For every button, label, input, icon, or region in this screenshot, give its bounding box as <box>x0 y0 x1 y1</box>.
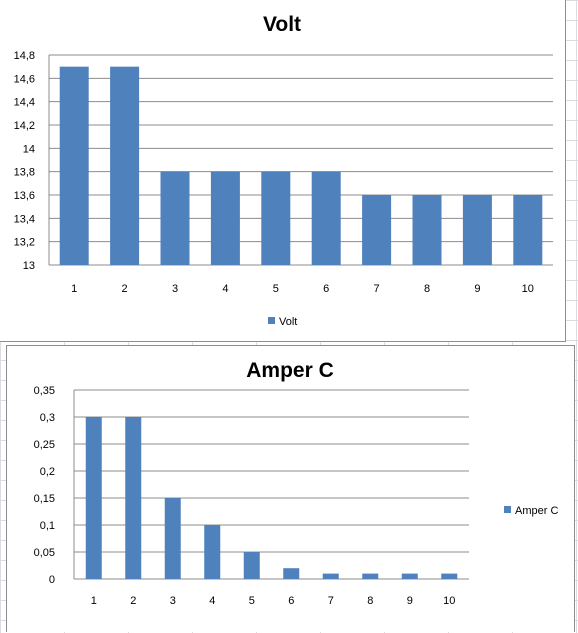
y-tick-label: 0,2 <box>40 466 55 478</box>
y-tick-label: 13,4 <box>14 213 35 225</box>
x-tick-label: 1 <box>91 595 97 607</box>
x-tick-label: 5 <box>249 595 255 607</box>
x-tick-label: 6 <box>323 283 329 295</box>
bar <box>462 195 492 265</box>
legend-swatch <box>504 506 511 513</box>
y-tick-label: 13,6 <box>14 190 35 202</box>
bar <box>322 573 339 579</box>
y-tick-label: 13,2 <box>14 237 35 249</box>
y-tick-label: 0,25 <box>34 439 55 451</box>
y-tick-label: 0,3 <box>40 412 55 424</box>
legend-label: Volt <box>279 316 297 328</box>
bar <box>160 171 190 265</box>
y-tick-label: 14,2 <box>14 120 35 132</box>
y-tick-label: 0,15 <box>34 493 55 505</box>
bar <box>441 573 458 579</box>
x-tick-label: 8 <box>424 283 430 295</box>
y-tick-label: 13,8 <box>14 167 35 179</box>
x-tick-label: 2 <box>122 283 128 295</box>
bar <box>164 498 181 579</box>
bar <box>261 171 291 265</box>
bar <box>362 573 379 579</box>
x-tick-label: 7 <box>374 283 380 295</box>
bar <box>204 525 221 579</box>
amper-chart: Amper C 0 0,05 0,1 0,15 0,2 0,25 0,3 0,35 1 2 3 4 5… <box>34 359 559 607</box>
legend-swatch <box>268 317 275 324</box>
x-tick-label: 5 <box>273 283 279 295</box>
x-tick-label: 7 <box>328 595 334 607</box>
chart-title: Volt <box>263 13 301 36</box>
x-tick-label: 9 <box>474 283 480 295</box>
x-tick-label: 9 <box>407 595 413 607</box>
legend[interactable]: Amper C <box>504 505 558 517</box>
y-tick-label: 13 <box>23 260 35 272</box>
y-tick-label: 14,6 <box>14 73 35 85</box>
volt-chart-panel[interactable]: Volt 13 13,2 13,4 13,6 13,8 14 14,2 14,4 14,6 14,… <box>0 0 566 342</box>
bar <box>243 552 260 579</box>
y-tick-label: 0,1 <box>40 520 55 532</box>
y-tick-label: 14 <box>23 143 35 155</box>
y-tick-label: 0,05 <box>34 547 55 559</box>
bar <box>311 171 341 265</box>
bar <box>59 66 89 266</box>
legend[interactable]: Volt <box>268 316 297 328</box>
bar <box>125 417 142 579</box>
volt-chart: Volt 1313,213,413,613,81414,214,414,614,… <box>14 13 553 328</box>
bar <box>283 568 300 579</box>
legend-label: Amper C <box>515 505 558 517</box>
bar <box>513 195 543 265</box>
bar <box>210 171 240 265</box>
y-tick-label: 0,35 <box>34 385 55 397</box>
chart-title: Amper C <box>246 359 334 382</box>
y-tick-label: 14,8 <box>14 50 35 62</box>
bar <box>110 66 140 266</box>
x-tick-label: 3 <box>170 595 176 607</box>
x-tick-label: 4 <box>222 283 228 295</box>
x-tick-label: 3 <box>172 283 178 295</box>
bar <box>401 573 418 579</box>
bar <box>85 417 102 579</box>
x-tick-label: 6 <box>288 595 294 607</box>
x-tick-label: 2 <box>130 595 136 607</box>
x-tick-label: 10 <box>443 595 455 607</box>
x-tick-label: 8 <box>367 595 373 607</box>
x-tick-label: 10 <box>522 283 534 295</box>
y-tick-label: 0 <box>49 574 55 586</box>
bar <box>362 195 392 265</box>
x-tick-label: 4 <box>209 595 215 607</box>
bar <box>412 195 442 265</box>
amper-chart-panel[interactable]: Amper C 0 0,05 0,1 0,15 0,2 0,25 0,3 0,35 1 2 3 4 5… <box>6 345 575 632</box>
x-tick-label: 1 <box>71 283 77 295</box>
y-tick-label: 14,4 <box>14 97 35 109</box>
